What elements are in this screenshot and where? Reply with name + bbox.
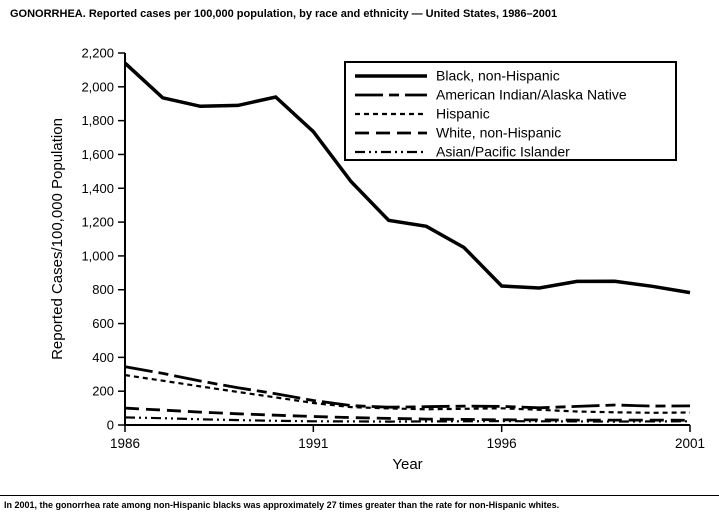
y-tick-label: 200	[92, 384, 114, 399]
series-line-black-non-hispanic	[123, 61, 691, 295]
x-tick-labels: 1986 1991 1996 2001	[110, 425, 705, 451]
legend-label: White, non-Hispanic	[436, 125, 561, 141]
y-tick-label: 2,200	[81, 46, 114, 61]
series-lines	[123, 61, 691, 423]
legend-item-american-indian-alaska-native: American Indian/Alaska Native	[355, 87, 627, 103]
legend-item-asian-pacific-islander: Asian/Pacific Islander	[355, 144, 570, 160]
chart-title: GONORRHEA. Reported cases per 100,000 po…	[10, 8, 558, 20]
axes	[124, 53, 690, 426]
y-tick-label: 1,200	[81, 215, 114, 230]
y-axis-label: Reported Cases/100,000 Population	[49, 118, 66, 360]
y-tick-label: 1,600	[81, 147, 114, 162]
y-tick-label: 400	[92, 350, 114, 365]
x-tick-label: 2001	[675, 436, 705, 451]
x-axis-label: Year	[392, 456, 422, 473]
legend-item-black-non-hispanic: Black, non-Hispanic	[355, 68, 560, 84]
y-tick-label: 0	[107, 418, 114, 433]
y-tick-labels: 0 200 400 600 800 1,000 1,200 1,400 1,600 1,800 2,…	[81, 46, 125, 433]
series-line-asian-pacific-islander	[124, 416, 691, 423]
y-tick-label: 1,400	[81, 181, 114, 196]
legend-item-white-non-hispanic: White, non-Hispanic	[355, 125, 561, 141]
series-line-american-indian-alaska-native	[124, 365, 691, 410]
legend-label: Black, non-Hispanic	[436, 68, 560, 84]
legend: Black, non-Hispanic American Indian/Alask…	[344, 61, 677, 161]
legend-label: American Indian/Alaska Native	[436, 87, 627, 103]
footnote-divider	[0, 495, 719, 496]
y-tick-label: 600	[92, 316, 114, 331]
chart-canvas: 0 200 400 600 800 1,000 1,200 1,400 1,600 1,800 2,…	[49, 46, 705, 474]
series-line-white-non-hispanic	[124, 406, 691, 422]
y-tick-label: 2,000	[81, 79, 114, 94]
y-tick-label: 800	[92, 282, 114, 297]
legend-label: Asian/Pacific Islander	[436, 144, 570, 160]
x-tick-label: 1986	[110, 436, 140, 451]
y-tick-label: 1,000	[81, 248, 114, 263]
legend-label: Hispanic	[436, 106, 490, 122]
y-tick-label: 1,800	[81, 113, 114, 128]
footnote: In 2001, the gonorrhea rate among non-Hi…	[4, 500, 560, 510]
legend-item-hispanic: Hispanic	[355, 106, 490, 122]
x-tick-label: 1991	[298, 436, 328, 451]
x-tick-label: 1996	[487, 436, 517, 451]
legend-box	[344, 61, 677, 161]
